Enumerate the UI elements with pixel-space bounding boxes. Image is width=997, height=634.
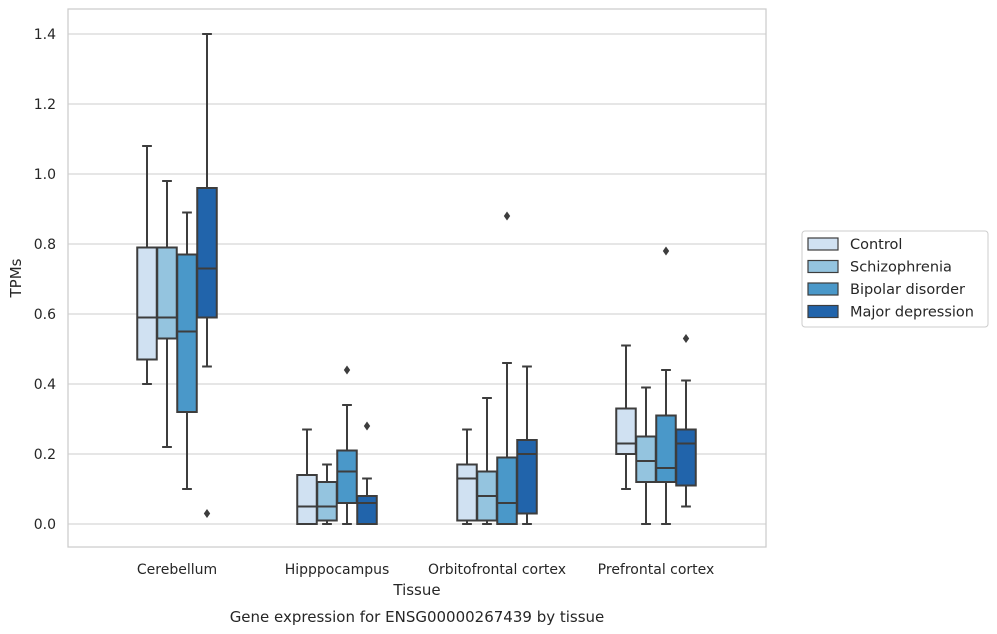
box-major-depression: [675, 334, 697, 508]
box-iqr: [516, 439, 538, 515]
x-tick-label: Orbitofrontal cortex: [428, 562, 566, 578]
box-control: [615, 344, 637, 490]
box-iqr: [296, 474, 318, 525]
box-iqr: [336, 449, 358, 504]
box-iqr: [316, 481, 338, 522]
legend-frame: [801, 230, 989, 328]
box-iqr: [136, 246, 158, 361]
box-major-depression: [356, 421, 378, 525]
x-tick-labels: Cerebellum Hipppocampus Orbitofrontal cort…: [137, 562, 714, 578]
outlier-marker: [682, 334, 690, 343]
box-schizophrenia: [476, 397, 498, 525]
x-axis-label: Tissue: [392, 581, 440, 599]
box-schizophrenia: [316, 463, 338, 525]
box-bipolar-disorder: [176, 211, 198, 490]
box-iqr: [675, 428, 697, 487]
x-tick-label: Prefrontal cortex: [598, 562, 715, 578]
outlier-marker: [343, 365, 351, 375]
box-iqr: [655, 414, 677, 483]
plot-frame: [67, 8, 767, 548]
box-iqr: [635, 435, 657, 483]
legend-label: Bipolar disorder: [850, 282, 965, 298]
box-plot-series: [136, 33, 697, 525]
x-tick-label: Hipppocampus: [285, 562, 390, 578]
x-tick-label: Cerebellum: [137, 562, 217, 578]
box-control: [136, 145, 158, 385]
box-iqr: [496, 456, 518, 525]
legend-label: Major depression: [850, 305, 974, 321]
legend-swatch: [807, 282, 839, 296]
box-schizophrenia: [635, 386, 657, 525]
outlier-marker: [203, 509, 211, 518]
box-iqr: [456, 463, 478, 522]
legend-swatch: [807, 259, 839, 274]
legend-swatch: [807, 304, 839, 319]
y-tick-label: 0.2: [34, 447, 56, 463]
y-tick-label: 1.4: [34, 27, 56, 43]
box-iqr: [196, 187, 218, 319]
legend-label: Control: [850, 237, 902, 253]
legend-swatch: [807, 237, 839, 251]
box-control: [296, 428, 318, 525]
chart-caption: Gene expression for ENSG00000267439 by t…: [230, 608, 605, 626]
box-bipolar-disorder: [336, 365, 358, 525]
outlier-marker: [662, 246, 670, 256]
y-tick-label: 0.8: [34, 237, 56, 253]
y-tick-label: 1.2: [34, 97, 56, 113]
box-iqr: [176, 253, 198, 413]
box-control: [456, 428, 478, 525]
y-tick-label: 0.6: [34, 307, 56, 323]
box-major-depression: [196, 33, 218, 518]
y-tick-label: 0.4: [34, 377, 56, 393]
outlier-marker: [363, 421, 371, 431]
box-iqr: [156, 246, 178, 340]
box-major-depression: [516, 365, 538, 525]
box-iqr: [615, 407, 637, 455]
legend-label: Schizophrenia: [850, 260, 952, 276]
y-tick-labels: 0.0 0.2 0.4 0.6 0.8 1.0 1.2 1.4: [34, 27, 56, 533]
outlier-marker: [503, 211, 511, 221]
box-iqr: [356, 495, 378, 525]
box-bipolar-disorder: [496, 211, 518, 525]
y-tick-label: 0.0: [34, 517, 56, 533]
box-schizophrenia: [156, 180, 178, 448]
y-axis-label: TPMs: [7, 258, 25, 298]
legend: Control Schizophrenia Bipolar disorder Majo…: [801, 230, 989, 328]
box-bipolar-disorder: [655, 246, 677, 525]
y-tick-label: 1.0: [34, 167, 56, 183]
